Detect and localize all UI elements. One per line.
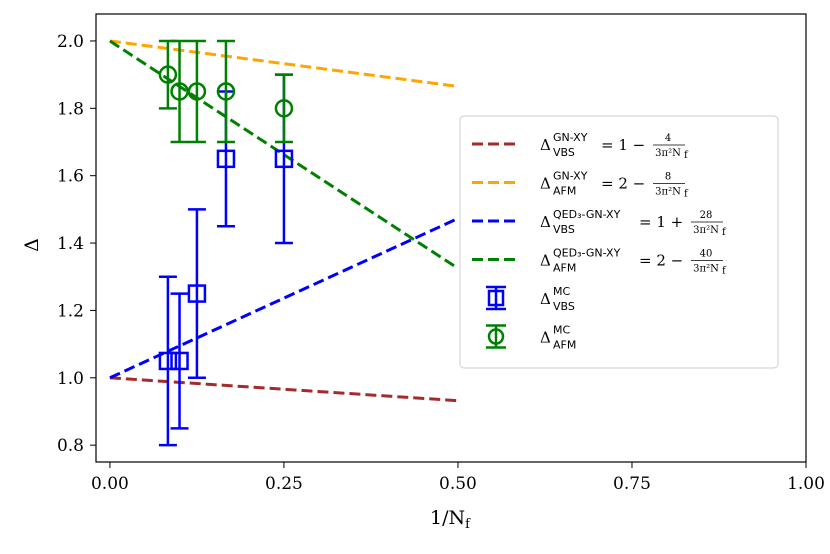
legend-num-2: 28 <box>700 210 713 221</box>
legend-sup-2: QED₃-GN-XY <box>553 208 621 221</box>
x-tick-label-0: 0.00 <box>91 474 129 494</box>
data-point-vbs-2 <box>187 284 207 303</box>
legend-sup-0: GN-XY <box>553 131 588 144</box>
legend-delta-5: Δ <box>540 329 551 347</box>
legend-num-0: 4 <box>665 133 671 144</box>
x-tick-label-3: 0.75 <box>613 474 651 494</box>
x-axis-label: 1/Nf <box>430 507 471 532</box>
legend-den-sub-0: f <box>684 150 689 161</box>
legend-delta-2: Δ <box>540 213 551 231</box>
data-point-afm-3 <box>216 82 236 101</box>
legend-sup-4: MC <box>553 285 570 298</box>
theory-line-0 <box>109 376 459 403</box>
data-point-afm-1 <box>170 82 189 101</box>
legend-den-3: 3π²N <box>693 264 719 275</box>
axes: 0.00 0.25 0.50 0.75 1.00 0.8 1.0 1.2 1.4 1.6 1.8 2.… <box>57 13 825 494</box>
y-tick-label-1: 1.0 <box>57 369 84 389</box>
x-tick-label-2: 0.50 <box>439 474 477 494</box>
legend-sub-5: AFM <box>553 339 576 352</box>
y-axis-label: Δ <box>21 238 43 252</box>
data-point-vbs-4 <box>274 149 294 169</box>
legend-sub-1: AFM <box>553 185 576 198</box>
x-tick-label-4: 1.00 <box>787 474 825 494</box>
legend-marker-4 <box>487 289 505 307</box>
legend-delta-4: Δ <box>540 290 551 308</box>
legend-frame <box>459 115 779 369</box>
y-tick-label-3: 1.4 <box>57 234 84 254</box>
legend-rhs-3: = 2 − <box>639 252 683 270</box>
y-tick-label-6: 2.0 <box>57 32 84 52</box>
legend-den-sub-2: f <box>722 227 727 238</box>
plot-area <box>109 39 459 447</box>
legend-sub-4: VBS <box>553 300 575 313</box>
legend-den-0: 3π²N <box>655 148 681 159</box>
legend-num-3: 40 <box>700 249 713 260</box>
y-tick-label-4: 1.6 <box>57 167 84 187</box>
data-point-vbs-1 <box>170 351 189 371</box>
legend-rhs-1: = 2 − <box>601 175 645 193</box>
legend-marker-5 <box>487 328 505 345</box>
legend-num-1: 8 <box>665 172 671 183</box>
data-point-afm-0 <box>158 65 178 84</box>
legend-sup-5: MC <box>553 324 570 337</box>
x-tick-label-1: 0.25 <box>265 474 303 494</box>
data-point-vbs-3 <box>216 149 236 169</box>
plot-frame <box>95 13 807 463</box>
legend-sub-0: VBS <box>553 146 575 159</box>
data-point-vbs-0 <box>158 351 178 371</box>
legend-sup-3: QED₃-GN-XY <box>553 247 621 260</box>
x-axis-label-sub: f <box>465 517 471 532</box>
legend-den-1: 3π²N <box>655 187 681 198</box>
y-tick-label-2: 1.2 <box>57 301 84 321</box>
legend-den-2: 3π²N <box>693 225 719 236</box>
legend-sub-2: VBS <box>553 223 575 236</box>
legend-delta-1: Δ <box>540 175 551 193</box>
legend-delta-3: Δ <box>540 252 551 270</box>
legend-den-sub-3: f <box>722 266 727 277</box>
legend-rhs-2: = 1 + <box>639 213 683 231</box>
legend-sub-3: AFM <box>553 262 576 275</box>
data-point-afm-2 <box>187 82 207 101</box>
legend-sup-1: GN-XY <box>553 170 588 183</box>
y-tick-label-0: 0.8 <box>57 436 84 456</box>
data-point-afm-4 <box>274 99 294 118</box>
legend-den-sub-1: f <box>684 189 689 200</box>
legend-rhs-0: = 1 − <box>601 136 645 154</box>
legend-delta-0: Δ <box>540 136 551 154</box>
y-tick-label-5: 1.8 <box>57 99 84 119</box>
